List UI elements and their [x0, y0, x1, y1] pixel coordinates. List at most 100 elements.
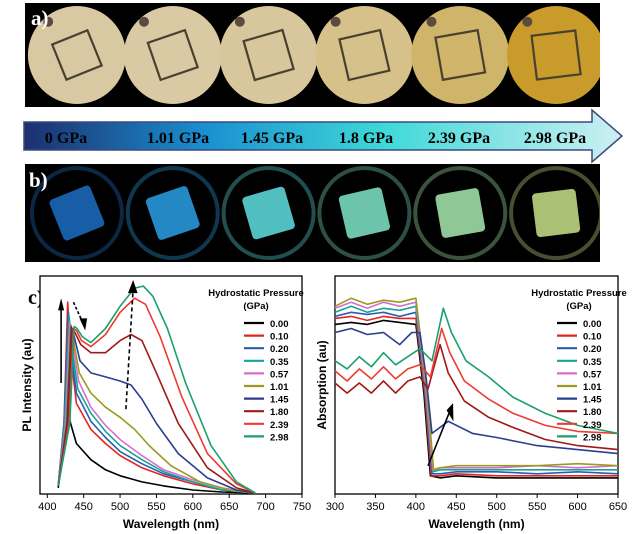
x-tick-label: 650: [220, 501, 238, 513]
legend-label: 2.98: [583, 432, 602, 443]
crystal-glow: [435, 188, 486, 238]
dark-spot: [43, 16, 54, 27]
legend-label: 0.00: [583, 319, 602, 330]
optical-image-4: [315, 6, 414, 104]
pl-image-3: [221, 166, 316, 260]
legend-title: Hydrostatic Pressure: [208, 288, 304, 299]
series-line-0.10: [57, 301, 256, 494]
dark-spot: [234, 16, 245, 27]
x-tick-label: 500: [111, 501, 129, 513]
crystal-glow: [338, 187, 391, 239]
arrowhead: [58, 298, 65, 311]
x-tick-label: 500: [488, 501, 506, 513]
pl-image-6: [509, 166, 600, 260]
dark-spot: [330, 16, 341, 27]
series-line-1.45: [334, 327, 619, 455]
x-tick-label: 600: [184, 501, 202, 513]
trend-arrow-absorption: [427, 408, 452, 467]
x-tick-label: 550: [528, 501, 546, 513]
legend-label: 1.01: [583, 382, 602, 393]
legend-label: 1.80: [270, 407, 289, 418]
panel-label-a: a): [31, 6, 49, 30]
x-tick-label: 400: [407, 501, 425, 513]
legend-label: 1.45: [270, 395, 289, 406]
series-line-0.57: [57, 321, 256, 494]
legend-title: (GPa): [243, 301, 268, 312]
legend-label: 1.80: [583, 407, 602, 418]
optical-image-strip: a): [25, 3, 600, 107]
arrowhead: [127, 280, 138, 294]
crystal: [338, 28, 391, 82]
x-tick-label: 650: [609, 501, 627, 513]
trend-arrow-rise: [125, 288, 134, 410]
x-tick-label: 350: [366, 501, 384, 513]
crystal: [146, 28, 200, 82]
optical-image-5: [411, 6, 510, 104]
optical-image-2: [123, 6, 222, 104]
series-line-1.80: [334, 343, 619, 451]
optical-image-1: [27, 6, 126, 104]
legend-title: Hydrostatic Pressure: [531, 288, 627, 299]
series-line-0.00: [334, 319, 618, 479]
dark-spot: [426, 16, 437, 27]
pl-image-1: [29, 166, 124, 260]
pressure-label: 1.01 GPa: [147, 130, 209, 147]
crystal-glow: [49, 185, 105, 241]
crystal-glow: [242, 186, 295, 240]
series-line-2.39: [334, 327, 619, 435]
pressure-label: 1.45 GPa: [241, 130, 303, 147]
legend-label: 0.57: [583, 369, 602, 380]
y-axis-label: PL Intensity (au): [20, 338, 34, 431]
series-line-2.98: [334, 307, 619, 435]
x-tick-label: 700: [256, 501, 274, 513]
x-tick-label: 450: [74, 501, 92, 513]
x-tick-label: 400: [38, 501, 56, 513]
optical-image-6: [507, 6, 600, 104]
y-axis-label: Absorption (au): [315, 340, 329, 429]
crystal: [50, 28, 104, 82]
legend-title: (GPa): [566, 301, 591, 312]
pressure-label: 0 GPa: [45, 130, 87, 147]
x-tick-label: 450: [447, 501, 465, 513]
pressure-label: 1.8 GPa: [339, 130, 393, 147]
pl-image-4: [317, 166, 412, 260]
legend-label: 0.35: [270, 357, 289, 368]
pl-images: [29, 166, 600, 260]
optical-images: [27, 6, 600, 104]
optical-image-3: [219, 6, 318, 104]
pl-image-5: [413, 166, 508, 260]
pressure-arrow: 0 GPa 1.01 GPa 1.45 GPa 1.8 GPa 2.39 GPa 2.98…: [23, 108, 624, 164]
legend-label: 0.35: [583, 357, 602, 368]
series-line-2.98: [57, 285, 256, 494]
x-axis-label: Wavelength (nm): [428, 517, 524, 531]
dark-spot: [139, 16, 149, 27]
x-tick-label: 600: [568, 501, 586, 513]
x-tick-label: 750: [293, 501, 311, 513]
crystal-glow: [145, 186, 200, 240]
legend-label: 2.39: [270, 420, 289, 431]
legend-label: 0.20: [270, 344, 289, 355]
series-line-0.35: [57, 315, 256, 494]
series-line-0.10: [334, 315, 618, 477]
series-line-1.01: [334, 297, 619, 471]
legend-label: 1.01: [270, 382, 289, 393]
x-tick-label: 300: [326, 501, 344, 513]
legend-label: 0.00: [270, 319, 289, 330]
crystal-glow: [532, 188, 581, 238]
pl-image-2: [125, 166, 220, 260]
legend-label: 0.10: [583, 332, 602, 343]
x-tick-label: 550: [147, 501, 165, 513]
arrowhead: [79, 318, 88, 331]
legend-label: 2.98: [270, 432, 289, 443]
pressure-arrow-shape: [23, 108, 624, 164]
x-axis-label: Wavelength (nm): [123, 517, 219, 531]
arrowhead: [446, 403, 454, 422]
crystal: [530, 29, 582, 81]
pressure-label: 2.39 GPa: [428, 130, 490, 147]
crystal: [242, 28, 295, 82]
legend-label: 0.20: [583, 344, 602, 355]
panel-label-b: b): [29, 168, 48, 192]
legend-label: 1.45: [583, 395, 602, 406]
